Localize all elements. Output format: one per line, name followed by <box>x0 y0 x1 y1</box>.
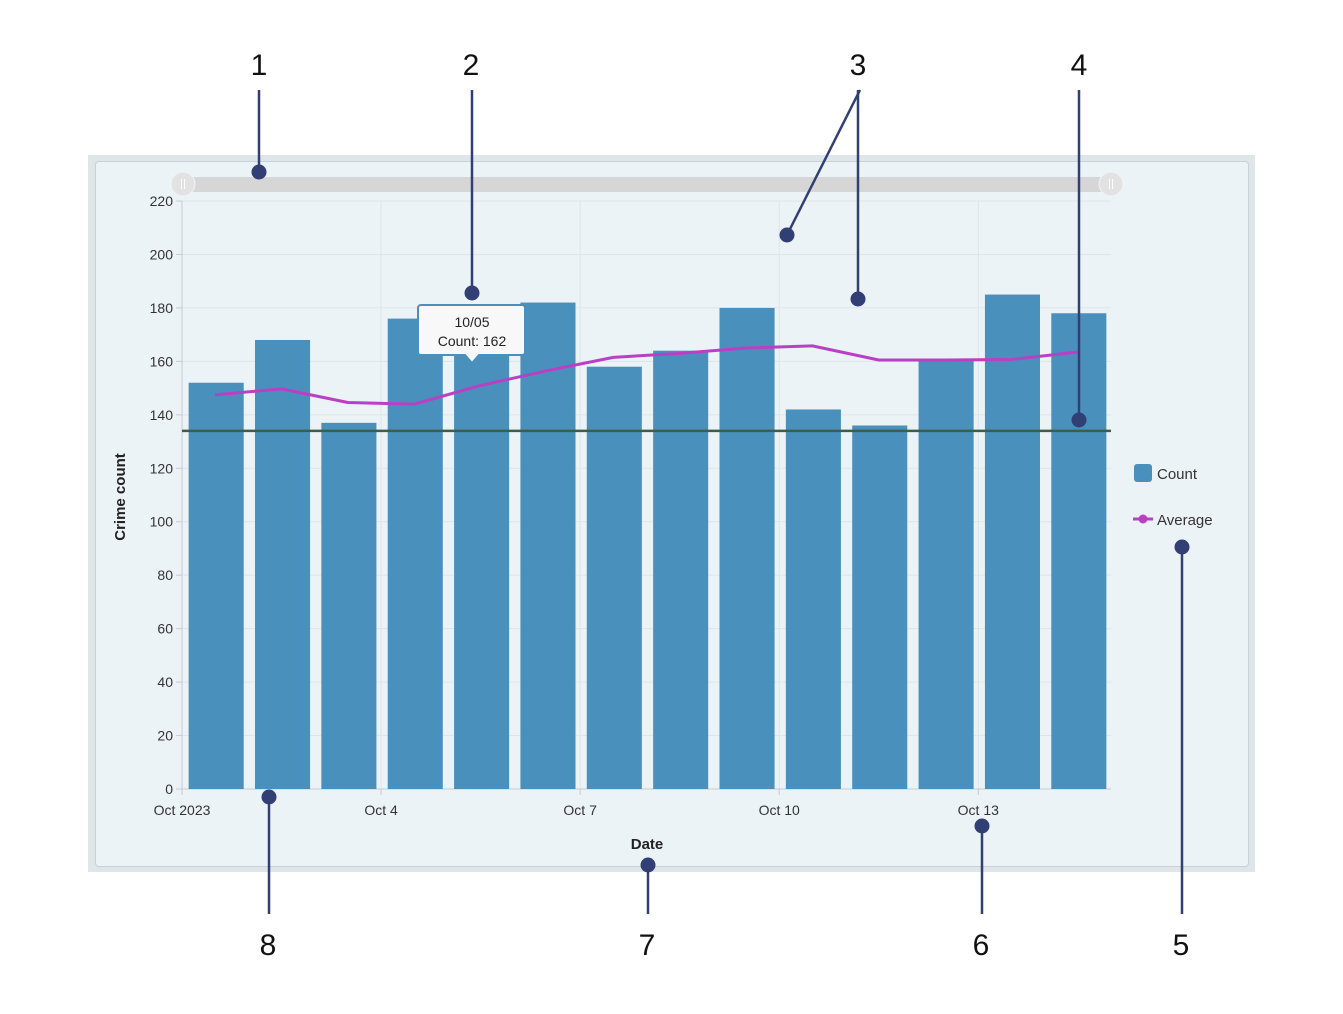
y-tick-label: 20 <box>157 728 173 744</box>
callout-dot <box>974 818 990 834</box>
bar-2023-10-06[interactable] <box>520 302 576 789</box>
bar-2023-10-09[interactable] <box>719 307 775 789</box>
callout-number: 2 <box>463 49 480 82</box>
bar-2023-10-01[interactable] <box>188 382 244 789</box>
y-axis: 0 20 40 60 80 100 120 140 160 180 200 220 <box>150 193 182 797</box>
tooltip-box <box>417 304 526 365</box>
callout-number: 3 <box>850 49 867 82</box>
x-tick-label: Oct 7 <box>563 802 597 818</box>
callout-number: 8 <box>260 929 277 962</box>
slider-handle-right[interactable] <box>1098 171 1124 197</box>
callout-leader-line <box>785 89 862 236</box>
callout-6: 6 <box>973 818 990 962</box>
callout-number: 6 <box>973 929 990 962</box>
legend-count-label: Count <box>1157 466 1198 483</box>
range-slider[interactable] <box>170 171 1124 197</box>
callout-number: 7 <box>639 929 656 962</box>
y-tick-label: 40 <box>157 674 173 690</box>
callout-8: 8 <box>260 789 277 962</box>
callout-3: 3 <box>779 49 867 307</box>
bar-2023-10-13[interactable] <box>984 294 1040 789</box>
y-tick-label: 220 <box>150 193 174 209</box>
tooltip-value: Count: 162 <box>438 333 507 349</box>
y-tick-label: 200 <box>150 246 174 262</box>
legend: Count Average <box>1133 464 1213 529</box>
bar-2023-10-10[interactable] <box>785 409 841 789</box>
y-tick-label: 160 <box>150 353 174 369</box>
callout-dot <box>1174 539 1190 555</box>
x-tick-label: Oct 10 <box>759 802 800 818</box>
y-tick-label: 0 <box>165 781 173 797</box>
y-tick-label: 120 <box>150 460 174 476</box>
bar-2023-10-04[interactable] <box>387 318 443 789</box>
y-tick-label: 140 <box>150 407 174 423</box>
slider-track[interactable] <box>183 177 1111 192</box>
average-polyline <box>215 344 1078 406</box>
bar-2023-10-05[interactable] <box>454 356 510 789</box>
legend-average-marker <box>1138 514 1148 524</box>
callout-dot <box>850 291 866 307</box>
callout-7: 7 <box>639 857 656 962</box>
bar-2023-10-03[interactable] <box>321 422 377 789</box>
legend-item-average[interactable]: Average <box>1133 512 1213 529</box>
x-tick-label: Oct 4 <box>364 802 398 818</box>
legend-average-label: Average <box>1157 512 1213 529</box>
callout-2: 2 <box>463 49 480 301</box>
y-tick-label: 100 <box>150 514 174 530</box>
y-tick-label: 180 <box>150 300 174 316</box>
callouts: 1 2 3 4 5 6 7 8 <box>251 49 1190 962</box>
callout-dot <box>464 285 480 301</box>
callout-dot <box>779 227 795 243</box>
y-tick-label: 60 <box>157 621 173 637</box>
count-bars <box>188 294 1107 789</box>
callout-number: 5 <box>1173 929 1190 962</box>
callout-number: 1 <box>251 49 268 82</box>
x-axis: Oct 2023 Oct 4 Oct 7 Oct 10 Oct 13 <box>154 789 999 818</box>
callout-4: 4 <box>1071 49 1088 428</box>
average-line <box>215 344 1078 406</box>
x-tick-label: Oct 13 <box>958 802 999 818</box>
legend-item-count[interactable]: Count <box>1134 464 1198 483</box>
callout-dot <box>1071 412 1087 428</box>
y-axis-title: Crime count <box>112 453 129 541</box>
tooltip: 10/05 Count: 162 <box>417 304 526 365</box>
callout-1: 1 <box>251 49 268 180</box>
legend-count-swatch <box>1134 464 1152 482</box>
x-axis-title: Date <box>631 836 664 853</box>
callout-dot <box>261 789 277 805</box>
bar-2023-10-11[interactable] <box>852 425 908 789</box>
callout-number: 4 <box>1071 49 1088 82</box>
bar-2023-10-02[interactable] <box>254 339 311 789</box>
callout-dot <box>251 164 267 180</box>
slider-handle-left[interactable] <box>170 171 196 197</box>
x-tick-label: Oct 2023 <box>154 802 211 818</box>
callout-5: 5 <box>1173 539 1190 962</box>
tooltip-date: 10/05 <box>454 314 489 330</box>
callout-dot <box>640 857 656 873</box>
bar-2023-10-08[interactable] <box>653 350 709 789</box>
bar-2023-10-07[interactable] <box>586 366 642 789</box>
y-tick-label: 80 <box>157 567 173 583</box>
bar-2023-10-12[interactable] <box>918 358 974 789</box>
